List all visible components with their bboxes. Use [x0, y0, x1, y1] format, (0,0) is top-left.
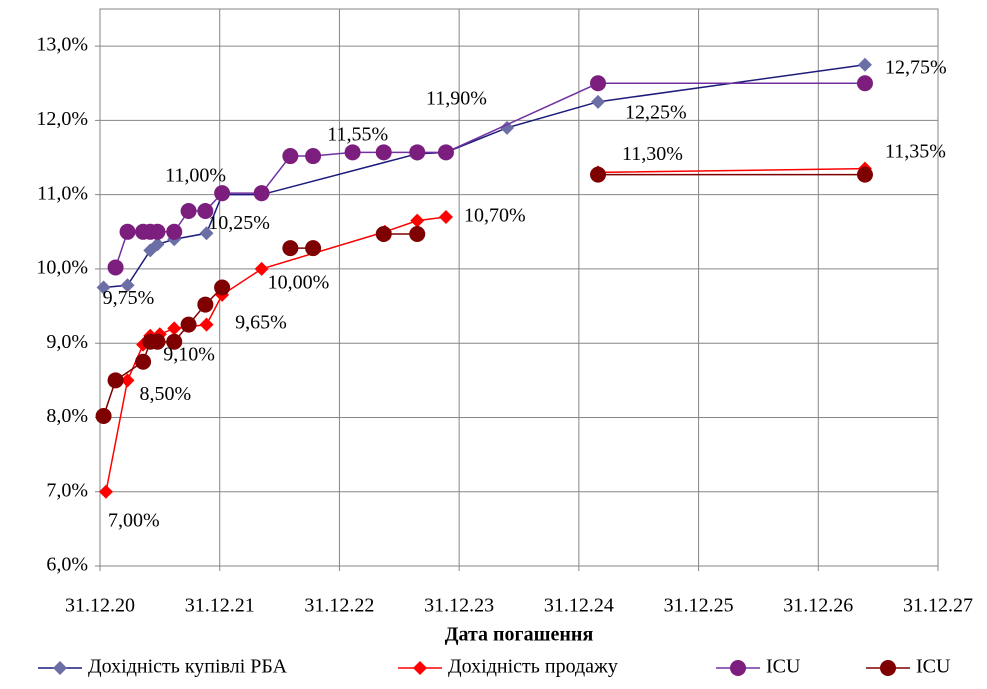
data-label: 11,55% [327, 123, 388, 145]
y-tick-label: 9,0% [46, 331, 88, 353]
point [119, 223, 136, 240]
point [282, 240, 299, 257]
legend-marker [413, 661, 427, 675]
point [305, 148, 322, 165]
point [591, 94, 606, 109]
point [107, 372, 124, 389]
point [282, 148, 299, 165]
series [107, 75, 873, 276]
data-label: 12,25% [625, 101, 687, 123]
data-label: 10,70% [464, 205, 526, 227]
legend-item: ICU [716, 656, 801, 678]
point [409, 226, 426, 243]
legend-label: Дохідність продажу [448, 656, 618, 678]
point [590, 166, 607, 183]
y-tick-label: 8,0% [46, 405, 88, 427]
point [95, 407, 112, 424]
y-tick-label: 13,0% [36, 34, 88, 56]
point [166, 223, 183, 240]
point [149, 333, 166, 350]
data-label: 7,00% [108, 509, 160, 531]
point [856, 75, 873, 92]
point [96, 280, 111, 295]
legend-label: Дохідність купівлі РБА [88, 656, 288, 678]
data-label: 11,30% [622, 143, 683, 165]
point [197, 203, 214, 220]
data-label: 10,25% [208, 212, 270, 234]
point [500, 120, 515, 135]
point [214, 279, 231, 296]
point [150, 237, 165, 252]
data-label: 9,65% [235, 312, 287, 334]
point [180, 316, 197, 333]
point [305, 240, 322, 257]
point [120, 373, 135, 388]
data-label: 11,90% [426, 87, 487, 109]
data-label: 10,00% [268, 272, 330, 294]
point [199, 317, 214, 332]
point [375, 226, 392, 243]
point [167, 321, 182, 336]
point [344, 144, 361, 161]
legend-item: Дохідність продажу [398, 656, 618, 678]
legend-marker [730, 660, 746, 676]
legend-item: Дохідність купівлі РБА [38, 656, 288, 678]
legend-marker [880, 660, 896, 676]
point [98, 484, 113, 499]
legend-label: ICU [916, 656, 951, 678]
point [409, 144, 426, 161]
x-tick-label: 31.12.21 [185, 595, 255, 617]
legend-label: ICU [766, 656, 801, 678]
legend-item: ICU [866, 656, 951, 678]
y-tick-label: 6,0% [46, 554, 88, 576]
y-tick-label: 10,0% [36, 257, 88, 279]
x-tick-label: 31.12.20 [65, 595, 135, 617]
x-tick-label: 31.12.27 [903, 595, 973, 617]
y-tick-label: 7,0% [46, 479, 88, 501]
data-label: 9,75% [103, 287, 155, 309]
point [437, 144, 454, 161]
point [410, 213, 425, 228]
point [149, 223, 166, 240]
point [197, 296, 214, 313]
x-tick-label: 31.12.26 [783, 595, 853, 617]
data-label: 12,75% [885, 56, 947, 78]
point [120, 278, 135, 293]
y-tick-label: 11,0% [37, 182, 88, 204]
point [254, 261, 269, 276]
data-label: 8,50% [140, 383, 192, 405]
point [375, 144, 392, 161]
x-tick-label: 31.12.24 [544, 595, 614, 617]
point [438, 209, 453, 224]
point [214, 185, 231, 202]
point [107, 259, 124, 276]
point [135, 353, 152, 370]
point [857, 57, 872, 72]
x-axis-title: Дата погашення [445, 624, 594, 646]
x-tick-label: 31.12.23 [424, 595, 494, 617]
point [253, 185, 270, 202]
x-tick-label: 31.12.25 [664, 595, 734, 617]
point [180, 203, 197, 220]
y-tick-label: 12,0% [36, 108, 88, 130]
x-tick-label: 31.12.22 [304, 595, 374, 617]
data-label: 11,00% [165, 164, 226, 186]
series [95, 166, 873, 424]
point [166, 333, 183, 350]
data-label: 11,35% [885, 140, 946, 162]
point [590, 75, 607, 92]
point [199, 226, 214, 241]
legend-marker [53, 661, 67, 675]
data-label: 9,10% [163, 343, 215, 365]
point [856, 166, 873, 183]
